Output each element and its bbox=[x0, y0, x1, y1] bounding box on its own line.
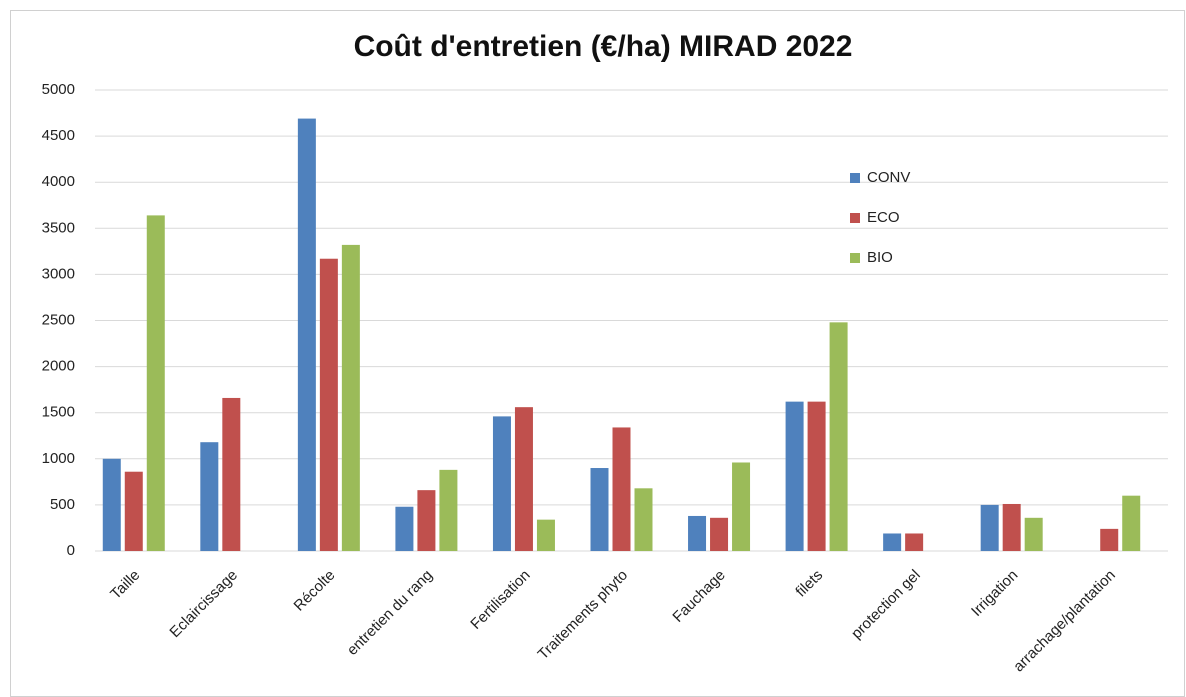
bar bbox=[1002, 503, 1021, 551]
bar bbox=[732, 462, 751, 551]
bar bbox=[1024, 517, 1043, 551]
y-tick-label: 3500 bbox=[42, 219, 75, 236]
bar bbox=[492, 416, 511, 551]
bar bbox=[536, 519, 555, 551]
legend-swatch bbox=[850, 253, 860, 263]
bar bbox=[980, 504, 999, 551]
legend-swatch bbox=[850, 213, 860, 223]
bar bbox=[807, 401, 826, 551]
y-tick-label: 5000 bbox=[42, 81, 75, 98]
bar bbox=[883, 533, 902, 551]
bar bbox=[102, 458, 121, 551]
bar bbox=[341, 244, 360, 551]
y-tick-label: 2000 bbox=[42, 358, 75, 375]
y-tick-label: 1500 bbox=[42, 404, 75, 421]
bar bbox=[590, 468, 609, 551]
bar bbox=[439, 469, 458, 551]
bar bbox=[297, 118, 316, 551]
bar bbox=[395, 506, 414, 551]
y-tick-label: 3000 bbox=[42, 265, 75, 282]
bar bbox=[1122, 495, 1141, 551]
legend-label: BIO bbox=[867, 249, 893, 266]
bar bbox=[829, 322, 848, 551]
bar bbox=[514, 407, 533, 551]
bar bbox=[417, 490, 436, 551]
bar bbox=[785, 401, 804, 551]
legend-label: ECO bbox=[867, 209, 900, 226]
bar bbox=[688, 515, 707, 551]
y-tick-label: 2500 bbox=[42, 311, 75, 328]
legend-label: CONV bbox=[867, 169, 910, 186]
bar bbox=[319, 258, 338, 551]
bar bbox=[710, 517, 729, 551]
bar bbox=[905, 533, 924, 551]
legend-swatch bbox=[850, 173, 860, 183]
bar bbox=[1100, 528, 1119, 551]
y-tick-label: 0 bbox=[67, 542, 75, 559]
y-tick-label: 500 bbox=[50, 496, 75, 513]
chart-frame bbox=[10, 10, 1185, 697]
bar bbox=[222, 397, 241, 551]
bar bbox=[634, 488, 653, 551]
bar bbox=[200, 442, 219, 551]
chart-title: Coût d'entretien (€/ha) MIRAD 2022 bbox=[354, 30, 853, 63]
y-tick-label: 4000 bbox=[42, 173, 75, 190]
bar bbox=[612, 427, 631, 551]
y-tick-label: 1000 bbox=[42, 450, 75, 467]
bar bbox=[146, 215, 165, 551]
y-tick-label: 4500 bbox=[42, 127, 75, 144]
bar bbox=[124, 471, 143, 551]
